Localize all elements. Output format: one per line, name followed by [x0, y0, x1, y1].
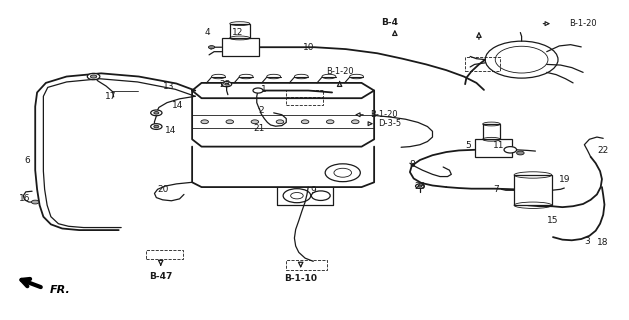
Text: 14: 14	[172, 101, 184, 110]
Circle shape	[151, 124, 162, 129]
Circle shape	[154, 125, 159, 128]
Circle shape	[352, 120, 359, 124]
Text: 12: 12	[232, 28, 243, 37]
Text: B-1-20: B-1-20	[326, 67, 353, 76]
Circle shape	[276, 120, 284, 124]
Text: 13: 13	[163, 82, 175, 91]
Circle shape	[201, 120, 208, 124]
Text: 20: 20	[157, 185, 169, 194]
Text: 17: 17	[105, 92, 116, 101]
Bar	[474, 139, 512, 157]
Text: FR.: FR.	[50, 285, 70, 295]
Bar	[482, 124, 500, 139]
Text: 1: 1	[262, 85, 267, 94]
Text: B-4: B-4	[381, 19, 398, 28]
Circle shape	[208, 46, 214, 49]
Circle shape	[31, 200, 39, 204]
Text: 15: 15	[547, 216, 559, 225]
Circle shape	[504, 147, 516, 153]
Text: 4: 4	[205, 28, 211, 37]
Text: 11: 11	[493, 141, 504, 150]
Circle shape	[221, 82, 231, 87]
Text: 7: 7	[494, 185, 499, 194]
Bar	[286, 90, 323, 97]
Circle shape	[418, 185, 422, 187]
Circle shape	[416, 184, 425, 188]
Bar	[465, 57, 499, 71]
Circle shape	[253, 88, 263, 93]
Circle shape	[91, 75, 97, 78]
Bar	[230, 24, 250, 38]
Circle shape	[226, 120, 233, 124]
Bar	[286, 98, 323, 105]
Text: 23: 23	[415, 182, 426, 191]
Circle shape	[251, 120, 259, 124]
Text: 6: 6	[24, 156, 30, 164]
Text: 2: 2	[259, 106, 264, 115]
Circle shape	[225, 83, 228, 85]
Text: 19: 19	[559, 175, 570, 184]
Text: 3: 3	[584, 237, 591, 246]
Text: B-47: B-47	[149, 272, 172, 281]
Text: 22: 22	[598, 146, 609, 155]
Text: 16: 16	[19, 194, 30, 203]
Bar	[221, 38, 259, 56]
Text: D-3-5: D-3-5	[379, 119, 402, 128]
Bar	[514, 175, 552, 205]
Text: B-1-20: B-1-20	[569, 19, 596, 28]
Text: 23: 23	[220, 80, 231, 89]
Circle shape	[151, 110, 162, 116]
Text: 8: 8	[409, 160, 415, 169]
Text: 21: 21	[253, 124, 265, 132]
Text: 14: 14	[164, 126, 176, 135]
Text: 18: 18	[598, 238, 609, 247]
Text: B-1-20: B-1-20	[370, 110, 398, 119]
Text: 5: 5	[465, 141, 471, 150]
Circle shape	[154, 112, 159, 114]
Text: 10: 10	[303, 43, 314, 52]
Circle shape	[87, 73, 100, 80]
Circle shape	[326, 120, 334, 124]
Circle shape	[516, 151, 524, 155]
Bar	[286, 260, 327, 270]
Circle shape	[301, 120, 309, 124]
Text: B-1-10: B-1-10	[284, 274, 317, 283]
Text: 9: 9	[310, 186, 316, 195]
Bar	[147, 251, 182, 260]
